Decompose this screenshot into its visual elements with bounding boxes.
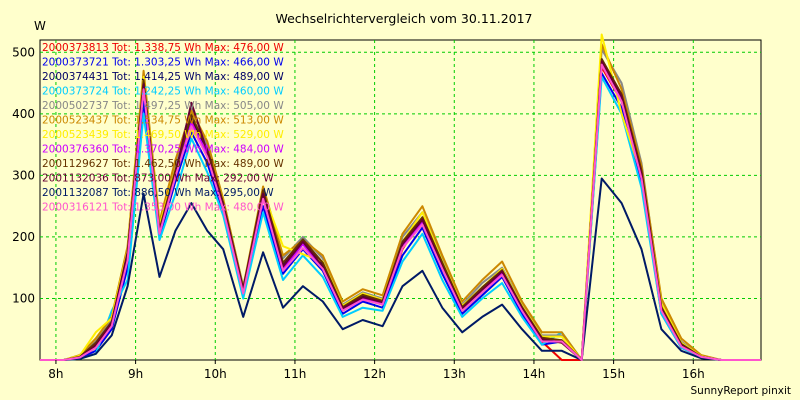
y-tick-label: 300 — [12, 168, 35, 182]
legend-entry-5: 2000502737 Tot: 1.497,25 Wh Max: 505,00 … — [42, 100, 284, 112]
legend: 2000373813 Tot: 1.338,75 Wh Max: 476,00 … — [42, 42, 284, 214]
legend-entry-4: 2000373724 Tot: 1.242,25 Wh Max: 460,00 … — [42, 86, 284, 98]
legend-entry-9: 2001129627 Tot: 1.462,50 Wh Max: 489,00 … — [42, 158, 284, 170]
legend-entry-1: 2000373813 Tot: 1.338,75 Wh Max: 476,00 … — [42, 42, 284, 54]
x-tick-label: 8h — [48, 367, 63, 381]
axes: 8h 9h 10h 11h 12h 13h 14h 15h 16h 100 200 300 400 500 — [12, 45, 705, 381]
y-tick-label: 400 — [12, 107, 35, 121]
x-tick-label: 10h — [204, 367, 227, 381]
y-tick-label: 200 — [12, 230, 35, 244]
series-lines — [40, 33, 761, 361]
x-tick-label: 12h — [363, 367, 386, 381]
legend-entry-3: 2000374431 Tot: 1.414,25 Wh Max: 489,00 … — [42, 71, 284, 83]
legend-entry-7: 2000523439 Tot: 1.469,50 Wh Max: 529,00 … — [42, 129, 284, 141]
y-tick-label: 500 — [12, 45, 35, 59]
plot-area — [39, 39, 762, 361]
series-line-12 — [40, 63, 761, 361]
x-tick-label: 13h — [443, 367, 466, 381]
legend-entry-10: 2001132036 Tot: 873,00 Wh Max: 292,00 W — [42, 173, 274, 185]
x-tick-label: 11h — [284, 367, 307, 381]
legend-entry-6: 2000523437 Tot: 1.534,75 Wh Max: 513,00 … — [42, 115, 284, 127]
legend-entry-12: 2000316121 Tot: 1.353,00 Wh Max: 480,00 … — [42, 202, 284, 214]
y-axis-label: W — [34, 19, 46, 33]
footer-credit: SunnyReport pinxit — [691, 385, 791, 397]
x-tick-label: 15h — [602, 367, 625, 381]
legend-entry-8: 2000376360 Tot: 1.370,25 Wh Max: 484,00 … — [42, 144, 284, 156]
x-tick-label: 9h — [128, 367, 143, 381]
x-tick-label: 16h — [682, 367, 705, 381]
legend-entry-2: 2000373721 Tot: 1.303,25 Wh Max: 466,00 … — [42, 57, 284, 69]
chart-title: Wechselrichtervergleich vom 30.11.2017 — [275, 11, 532, 26]
y-tick-label: 100 — [12, 291, 35, 305]
series-line-11 — [40, 177, 761, 361]
legend-entry-11: 2001132087 Tot: 886,50 Wh Max: 295,00 W — [42, 187, 274, 199]
series-line-4 — [40, 75, 761, 361]
x-tick-label: 14h — [523, 367, 546, 381]
